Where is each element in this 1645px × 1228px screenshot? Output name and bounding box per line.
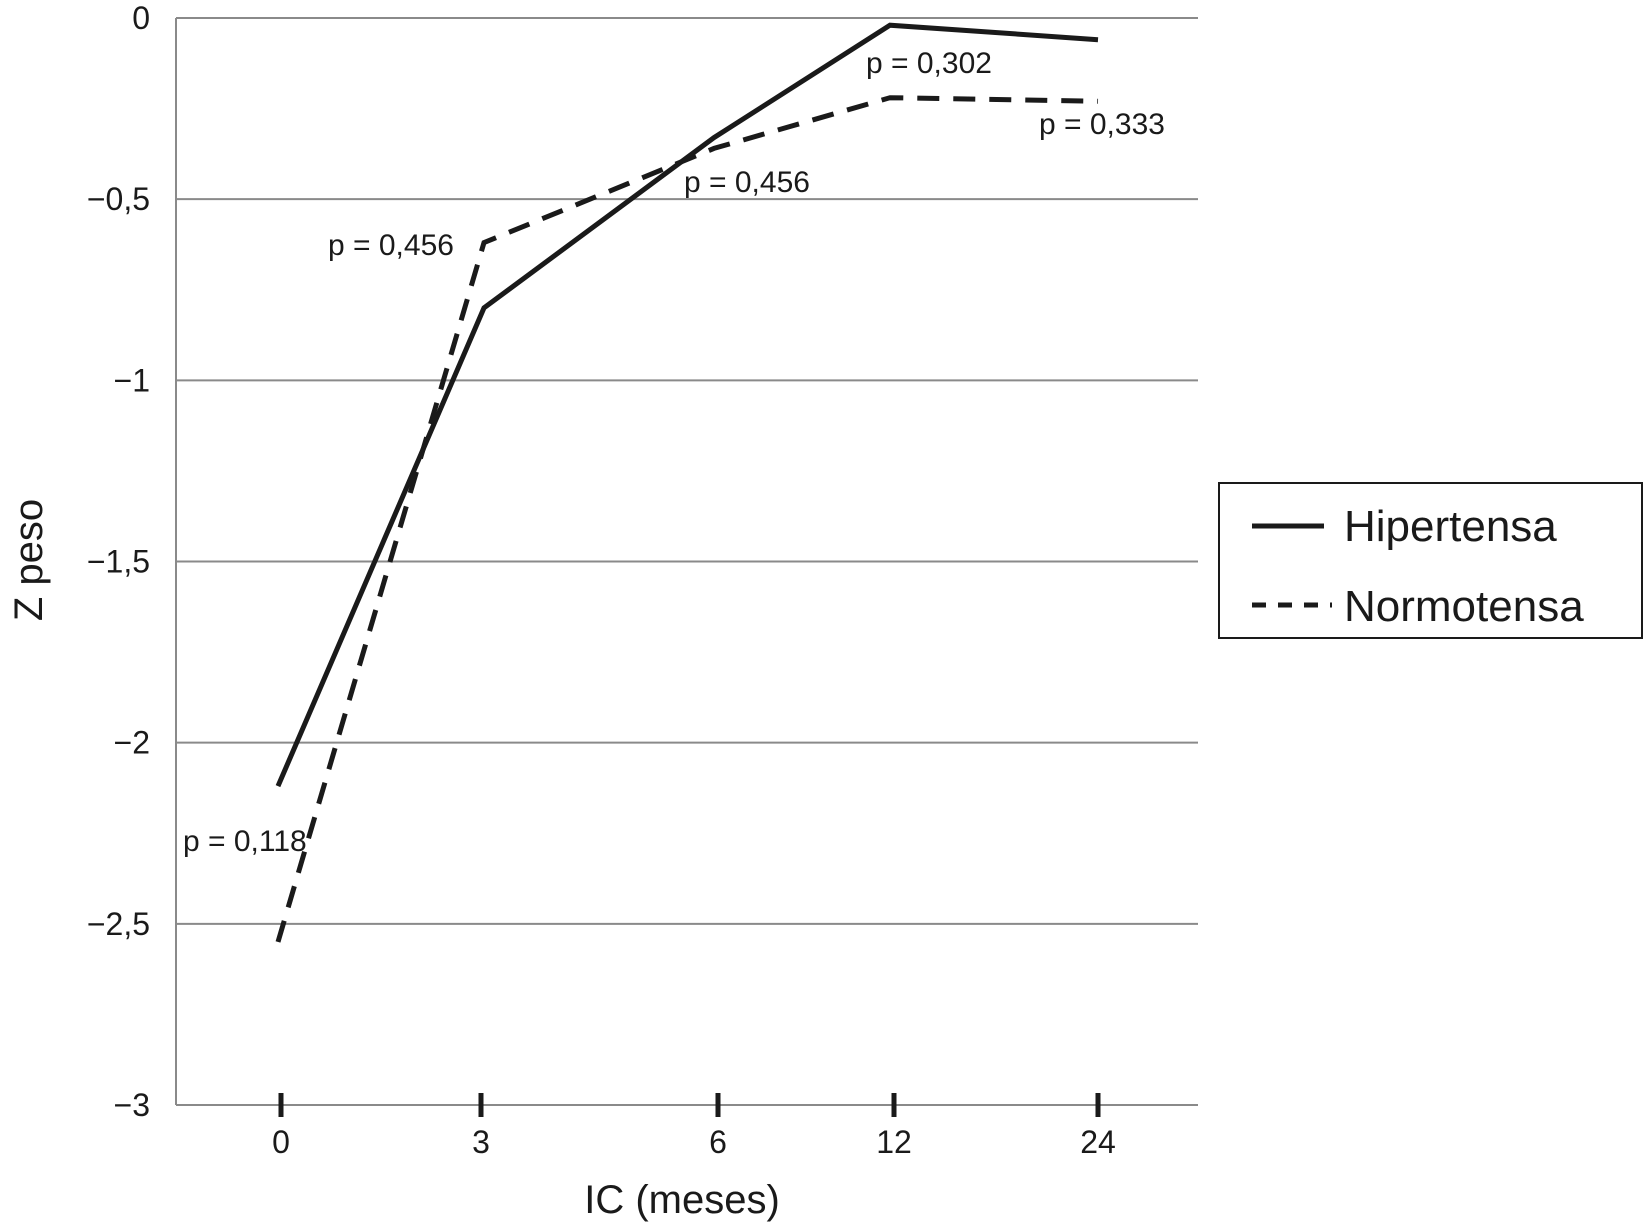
legend-label-hipertensa: Hipertensa bbox=[1344, 502, 1557, 551]
series-line-normotensa bbox=[275, 95, 1099, 943]
legend-box bbox=[1218, 482, 1643, 639]
y-tick-label: −1 bbox=[114, 362, 150, 398]
p-value-label: p = 0,118 bbox=[183, 825, 307, 858]
x-axis-title: IC (meses) bbox=[584, 1178, 780, 1222]
x-ticks: 0 3 6 12 24 bbox=[272, 1093, 1116, 1160]
p-value-label: p = 0,333 bbox=[1039, 108, 1165, 141]
y-tick-label: −2 bbox=[114, 725, 150, 761]
series-line-hipertensa bbox=[275, 22, 1099, 788]
y-tick-labels: 0 −0,5 −1 −1,5 −2 −2,5 −3 bbox=[87, 0, 150, 1123]
legend-label-normotensa: Normotensa bbox=[1344, 582, 1584, 631]
y-axis-title: Z peso bbox=[7, 499, 51, 621]
y-tick-label: −0,5 bbox=[87, 181, 150, 217]
x-tick-label: 24 bbox=[1080, 1124, 1116, 1160]
p-value-label: p = 0,456 bbox=[684, 166, 810, 199]
p-value-annotations: p = 0,118 p = 0,456 p = 0,456 p = 0,302 p = … bbox=[183, 47, 1165, 858]
axes bbox=[175, 18, 1198, 1106]
x-tick-label: 3 bbox=[472, 1124, 490, 1160]
p-value-label: p = 0,302 bbox=[866, 47, 992, 80]
y-tick-label: −1,5 bbox=[87, 544, 150, 580]
y-tick-label: 0 bbox=[132, 0, 150, 36]
p-value-label: p = 0,456 bbox=[328, 229, 454, 262]
x-tick-label: 0 bbox=[272, 1124, 290, 1160]
series-lines bbox=[275, 22, 1099, 943]
y-tick-label: −3 bbox=[114, 1087, 150, 1123]
y-tick-label: −2,5 bbox=[87, 906, 150, 942]
legend: Hipertensa Normotensa bbox=[1218, 482, 1643, 639]
x-tick-label: 6 bbox=[709, 1124, 727, 1160]
x-tick-label: 12 bbox=[876, 1124, 912, 1160]
grid-lines bbox=[176, 17, 1198, 925]
